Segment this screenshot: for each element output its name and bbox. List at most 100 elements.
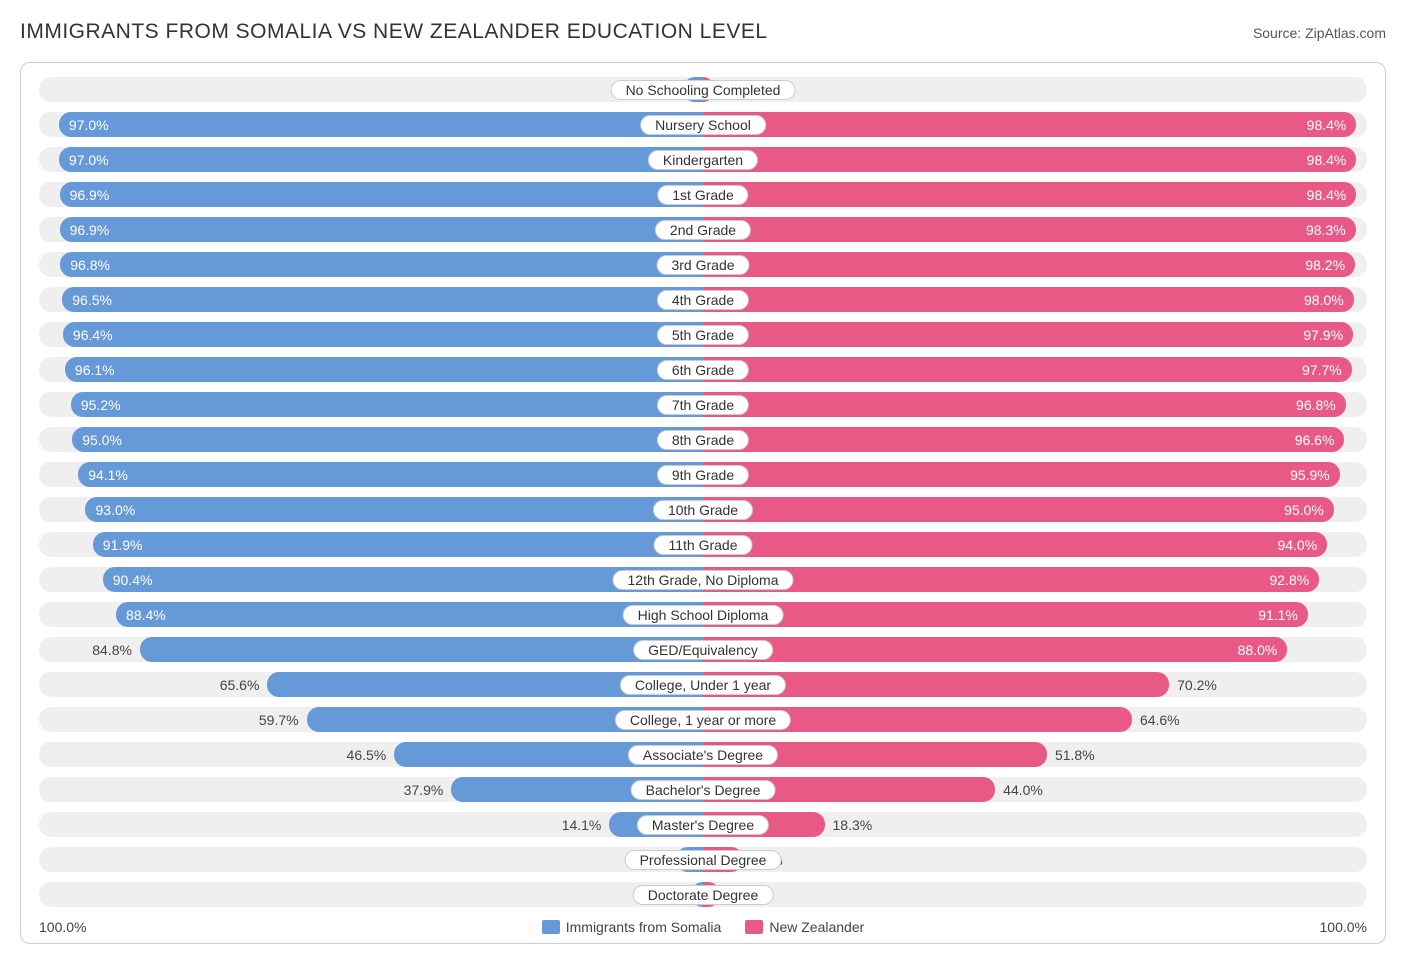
bar-right: 95.9%: [703, 462, 1340, 487]
category-label: 10th Grade: [653, 500, 753, 520]
bar-left: 88.4%: [116, 602, 703, 627]
chart-row: 1.8%2.5%Doctorate Degree: [39, 882, 1367, 907]
source-name: ZipAtlas.com: [1305, 25, 1386, 41]
chart-row: 95.0% 96.6% 8th Grade: [39, 427, 1367, 452]
category-label: 6th Grade: [657, 360, 749, 380]
category-label: Master's Degree: [637, 815, 769, 835]
legend-swatch-right: [745, 920, 763, 934]
bar-left: 95.2%: [71, 392, 703, 417]
bar-right: 98.4%: [703, 147, 1356, 172]
category-label: 12th Grade, No Diploma: [613, 570, 794, 590]
bar-left: 84.8%: [140, 637, 703, 662]
value-right: 98.4%: [1307, 117, 1347, 133]
bar-right: 97.9%: [703, 322, 1353, 347]
chart-row: 88.4% 91.1% High School Diploma: [39, 602, 1367, 627]
bar-left: 96.4%: [63, 322, 703, 347]
value-right: 91.1%: [1258, 607, 1298, 623]
value-right: 51.8%: [1055, 747, 1095, 763]
bar-right: 98.2%: [703, 252, 1355, 277]
legend-item-left: Immigrants from Somalia: [542, 919, 722, 935]
category-label: GED/Equivalency: [633, 640, 773, 660]
chart-row: 3.0%1.7%No Schooling Completed: [39, 77, 1367, 102]
bar-left: 94.1%: [78, 462, 703, 487]
bar-left: 96.8%: [60, 252, 703, 277]
category-label: 8th Grade: [657, 430, 749, 450]
value-right: 97.9%: [1303, 327, 1343, 343]
bar-right: 98.0%: [703, 287, 1354, 312]
category-label: Associate's Degree: [628, 745, 778, 765]
value-left: 95.0%: [82, 432, 122, 448]
bar-right: 95.0%: [703, 497, 1334, 522]
value-left: 96.4%: [73, 327, 113, 343]
value-right: 18.3%: [833, 817, 873, 833]
value-right: 98.2%: [1305, 257, 1345, 273]
chart-row: 14.1%18.3%Master's Degree: [39, 812, 1367, 837]
category-label: Kindergarten: [648, 150, 758, 170]
bar-right: 92.8%: [703, 567, 1319, 592]
chart-row: 96.1%97.7%6th Grade: [39, 357, 1367, 382]
bar-left: 97.0%: [59, 147, 703, 172]
bar-right: 98.4%: [703, 112, 1356, 137]
bar-right: 91.1%: [703, 602, 1308, 627]
bar-left: 96.9%: [60, 217, 703, 242]
value-left: 88.4%: [126, 607, 166, 623]
source-label: Source:: [1253, 25, 1301, 41]
category-label: Doctorate Degree: [633, 885, 774, 905]
chart-row: 96.8% 98.2% 3rd Grade: [39, 252, 1367, 277]
legend-item-right: New Zealander: [745, 919, 864, 935]
category-label: 7th Grade: [657, 395, 749, 415]
bar-right: 97.7%: [703, 357, 1352, 382]
bar-left: 96.5%: [62, 287, 703, 312]
chart-row: 96.9%98.4%1st Grade: [39, 182, 1367, 207]
category-label: College, Under 1 year: [620, 675, 786, 695]
value-left: 90.4%: [113, 572, 153, 588]
chart-row: 91.9% 94.0% 11th Grade: [39, 532, 1367, 557]
value-right: 97.7%: [1302, 362, 1342, 378]
bar-left: 96.9%: [60, 182, 703, 207]
value-right: 92.8%: [1269, 572, 1309, 588]
chart-row: 46.5%51.8%Associate's Degree: [39, 742, 1367, 767]
bar-right: 88.0%: [703, 637, 1287, 662]
category-label: 3rd Grade: [656, 255, 749, 275]
value-right: 98.3%: [1306, 222, 1346, 238]
axis-max-left: 100.0%: [39, 919, 371, 935]
value-right: 98.0%: [1304, 292, 1344, 308]
chart-header: IMMIGRANTS FROM SOMALIA VS NEW ZEALANDER…: [20, 20, 1386, 44]
bar-right: 96.6%: [703, 427, 1344, 452]
legend-label-left: Immigrants from Somalia: [566, 919, 722, 935]
category-label: Nursery School: [640, 115, 766, 135]
category-label: High School Diploma: [623, 605, 784, 625]
value-left: 59.7%: [259, 712, 299, 728]
value-right: 98.4%: [1307, 152, 1347, 168]
bar-left: 91.9%: [93, 532, 703, 557]
chart-legend: Immigrants from Somalia New Zealander: [371, 919, 1035, 935]
chart-row: 84.8% 88.0% GED/Equivalency: [39, 637, 1367, 662]
value-right: 64.6%: [1140, 712, 1180, 728]
category-label: 4th Grade: [657, 290, 749, 310]
value-right: 88.0%: [1238, 642, 1278, 658]
category-label: Bachelor's Degree: [631, 780, 776, 800]
value-right: 98.4%: [1307, 187, 1347, 203]
chart-row: 96.4%97.9%5th Grade: [39, 322, 1367, 347]
bar-left: 93.0%: [85, 497, 703, 522]
value-left: 94.1%: [88, 467, 128, 483]
value-left: 65.6%: [220, 677, 260, 693]
value-right: 95.9%: [1290, 467, 1330, 483]
category-label: No Schooling Completed: [611, 80, 796, 100]
category-label: 11th Grade: [653, 535, 752, 555]
chart-title: IMMIGRANTS FROM SOMALIA VS NEW ZEALANDER…: [20, 20, 768, 44]
chart-row: 94.1% 95.9% 9th Grade: [39, 462, 1367, 487]
legend-swatch-left: [542, 920, 560, 934]
legend-label-right: New Zealander: [769, 919, 864, 935]
chart-row: 96.9%98.3%2nd Grade: [39, 217, 1367, 242]
chart-rows: 3.0%1.7%No Schooling Completed 97.0% 98.4%…: [39, 77, 1367, 907]
value-right: 96.6%: [1295, 432, 1335, 448]
value-right: 94.0%: [1277, 537, 1317, 553]
value-left: 96.8%: [70, 257, 110, 273]
category-label: 9th Grade: [657, 465, 749, 485]
value-left: 96.9%: [70, 187, 110, 203]
value-left: 37.9%: [404, 782, 444, 798]
value-left: 96.9%: [70, 222, 110, 238]
category-label: Professional Degree: [625, 850, 782, 870]
value-left: 97.0%: [69, 152, 109, 168]
